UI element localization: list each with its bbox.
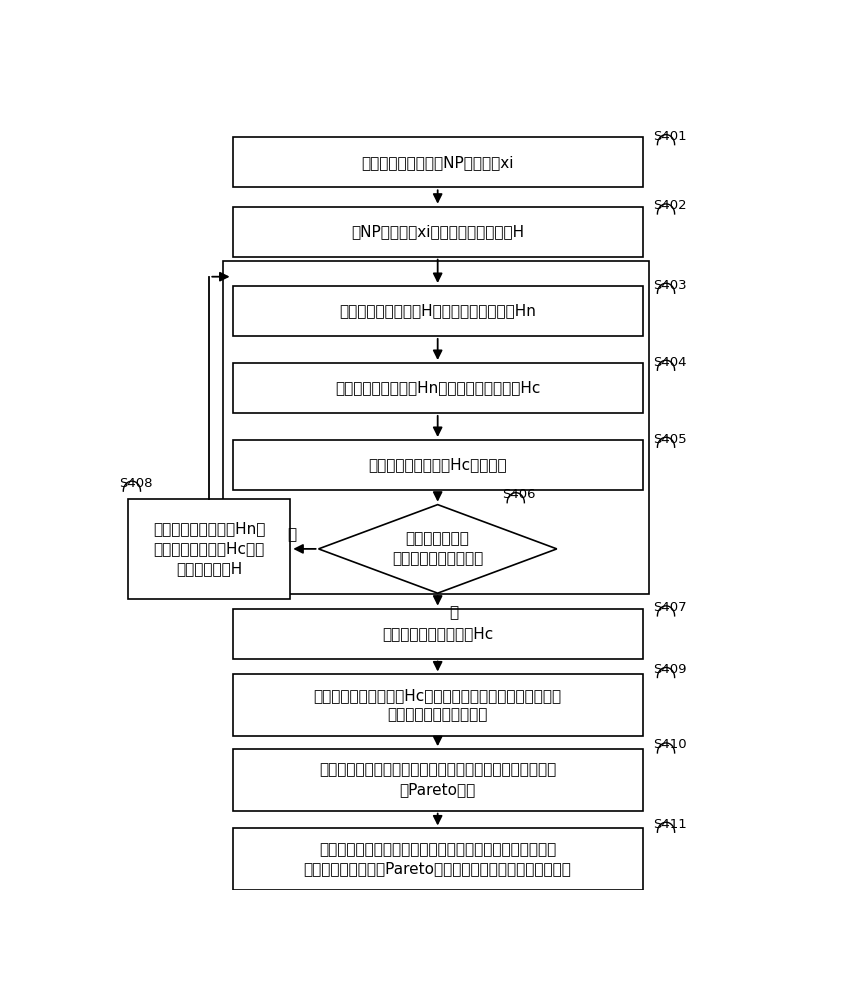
Text: 是: 是 [449,605,458,620]
Text: 根据第一栖息地种群H生成第二栖息地种群Hn: 根据第一栖息地种群H生成第二栖息地种群Hn [339,303,536,318]
Text: 根据非支配栖息地种群Hc，得到系统平均断电持续时间和规
划的配电网的年平均费用: 根据非支配栖息地种群Hc，得到系统平均断电持续时间和规 划的配电网的年平均费用 [313,688,561,723]
FancyBboxPatch shape [232,363,642,413]
FancyBboxPatch shape [232,207,642,257]
FancyBboxPatch shape [232,749,642,811]
Text: 将NP个栖息地xi生成第一栖息地种群H: 将NP个栖息地xi生成第一栖息地种群H [351,224,524,239]
Text: S410: S410 [652,738,686,751]
Text: 根据系统平均断电持续时间和规划的配电网的年平均费用绘
制Pareto曲线: 根据系统平均断电持续时间和规划的配电网的年平均费用绘 制Pareto曲线 [319,762,555,797]
Text: S404: S404 [652,356,686,369]
Text: S403: S403 [652,279,686,292]
Polygon shape [318,505,556,593]
Text: 输出非支配栖息地种群Hc: 输出非支配栖息地种群Hc [381,626,493,641]
Text: 否: 否 [287,528,296,543]
Text: S402: S402 [652,199,686,212]
FancyBboxPatch shape [232,828,642,890]
Text: 合并第二栖息地种群Hn和
非支配栖息地种群Hc为第
一栖息地种群H: 合并第二栖息地种群Hn和 非支配栖息地种群Hc为第 一栖息地种群H [153,522,265,576]
Text: S408: S408 [119,477,152,490]
FancyBboxPatch shape [232,674,642,736]
FancyBboxPatch shape [128,499,290,599]
Text: S409: S409 [652,663,686,676]
FancyBboxPatch shape [232,137,642,187]
FancyBboxPatch shape [232,609,642,659]
Text: 根据第二栖息地种群Hn生成第三栖息地种群Hc: 根据第二栖息地种群Hn生成第三栖息地种群Hc [334,380,540,395]
Text: 将优化变量随机生成NP个栖息地xi: 将优化变量随机生成NP个栖息地xi [361,155,514,170]
Text: S406: S406 [502,488,536,501]
FancyBboxPatch shape [232,286,642,336]
Text: 设置系统平均断电持续时间的权重和规划的配电网的年平均
费用的权重，并根据Pareto解集获取多目标优化函数的最优解: 设置系统平均断电持续时间的权重和规划的配电网的年平均 费用的权重，并根据Pare… [304,842,571,877]
Text: S405: S405 [652,433,686,446]
Text: S411: S411 [652,818,686,831]
Text: S407: S407 [652,601,686,614]
Text: 根据解码结果，
判断是否满足终止条件: 根据解码结果， 判断是否满足终止条件 [392,531,483,566]
Text: S401: S401 [652,130,686,143]
Text: 对非支配栖息地种群Hc进行解码: 对非支配栖息地种群Hc进行解码 [368,457,507,472]
FancyBboxPatch shape [232,440,642,490]
